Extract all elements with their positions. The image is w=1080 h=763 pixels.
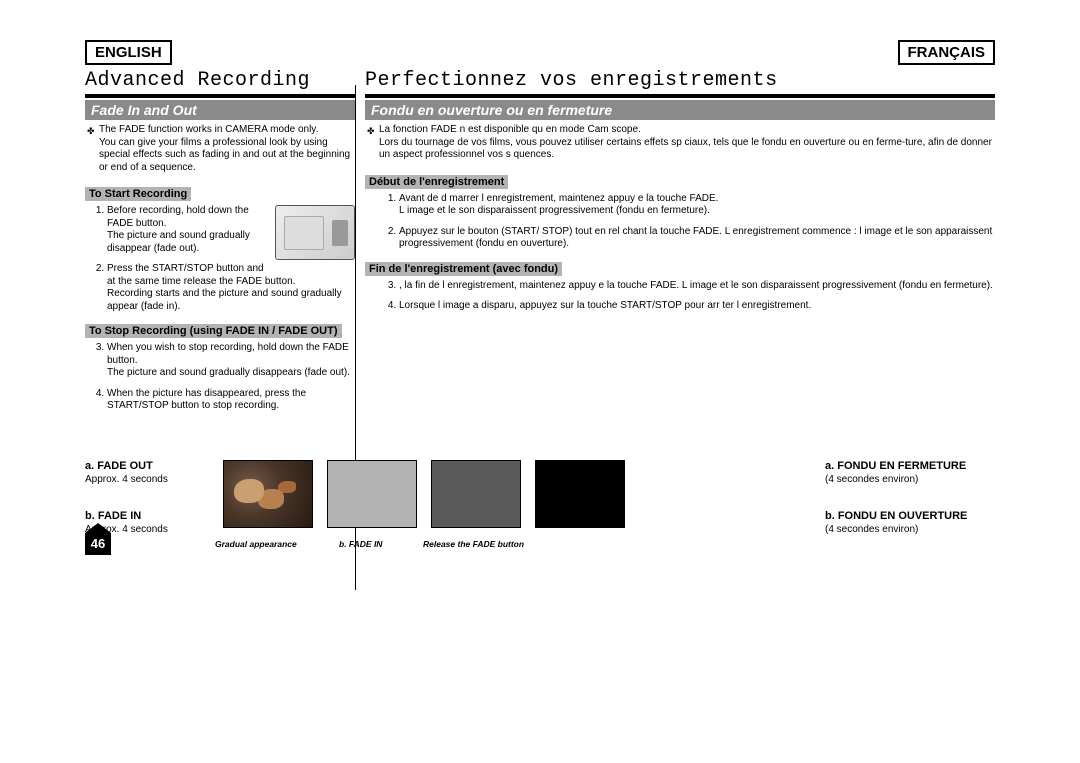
step-3-left: When you wish to stop recording, hold do… [107,342,355,380]
fade-frame-4 [535,460,625,528]
fade-out-label-en: a. FADE OUT [85,460,153,472]
step-4-left: When the picture has disappeared, press … [107,388,355,413]
fade-labels-right: a. FONDU EN FERMETURE (4 secondes enviro… [825,460,995,537]
step-4-right: Lorsque l image a disparu, appuyez sur l… [399,300,995,313]
fade-in-label-fr: b. FONDU EN OUVERTURE [825,510,967,522]
fade-sequence-area: a. FADE OUT Approx. 4 seconds b. FADE IN… [85,460,995,549]
intro-body-right: La fonction FADE n est disponible qu en … [379,124,992,160]
chapter-title-right: Perfectionnez vos enregistrements [365,69,995,92]
chapter-title-left: Advanced Recording [85,69,355,92]
steps-stop-left: When you wish to stop recording, hold do… [85,342,355,413]
step-3-right: , la fin de l enregistrement, maintenez … [399,280,995,293]
intro-text-left: ✤ The FADE function works in CAMERA mode… [85,124,355,174]
step-1-right: Avant de d marrer l enregistrement, main… [399,193,995,218]
step-2-right: Appuyez sur le bouton (START/ STOP) tout… [399,226,995,251]
caption-gradual: Gradual appearance [215,539,305,549]
language-label-english: ENGLISH [85,40,172,65]
subhead-debut: Début de l'enregistrement [365,175,508,189]
fade-in-label-en: b. FADE IN [85,510,141,522]
caption-release: Release the FADE button [423,539,563,549]
fade-frame-3 [431,460,521,528]
fade-frame-2 [327,460,417,528]
steps-stop-right: , la fin de l enregistrement, maintenez … [365,280,995,313]
step-2-left: Press the START/STOP button and at the s… [107,263,355,313]
fade-out-label-fr: a. FONDU EN FERMETURE [825,460,966,472]
intro-body-left: The FADE function works in CAMERA mode o… [99,124,350,173]
fade-out-sub-fr: (4 secondes environ) [825,474,995,487]
section-bar-right: Fondu en ouverture ou en fermeture [365,100,995,120]
section-bar-left: Fade In and Out [85,100,355,120]
steps-start-right: Avant de d marrer l enregistrement, main… [365,193,995,251]
rule-left [85,94,355,98]
fade-frames [223,460,817,528]
page-number: 46 [85,533,111,555]
bullet-icon: ✤ [87,126,95,137]
camera-illustration [275,205,355,260]
language-label-francais: FRANÇAIS [898,40,996,65]
fade-out-sub-en: Approx. 4 seconds [85,474,215,487]
fade-frame-1 [223,460,313,528]
bullet-icon: ✤ [367,126,375,137]
fade-in-sub-fr: (4 secondes environ) [825,524,995,537]
subhead-start-recording: To Start Recording [85,187,191,201]
rule-right [365,94,995,98]
subhead-stop-recording: To Stop Recording (using FADE IN / FADE … [85,324,342,338]
caption-fadein: b. FADE IN [319,539,409,549]
fade-captions: Gradual appearance b. FADE IN Release th… [85,539,995,549]
intro-text-right: ✤ La fonction FADE n est disponible qu e… [365,124,995,162]
subhead-fin: Fin de l'enregistrement (avec fondu) [365,262,562,276]
